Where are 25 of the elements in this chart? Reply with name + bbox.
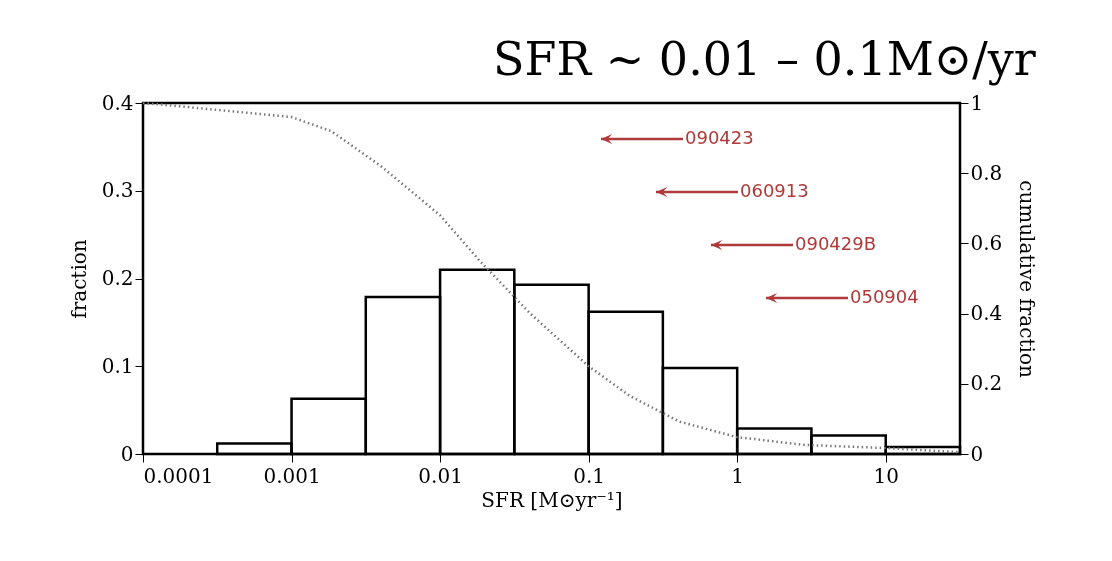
x-tick-label: 10: [873, 463, 899, 488]
x-tick-label: 0.0001: [143, 463, 214, 488]
x-axis-title: SFR [M⊙yr⁻¹]: [481, 487, 623, 512]
y2-axis-title: cumulative fraction: [1015, 180, 1040, 378]
y-tick-label: 0.2: [101, 266, 134, 290]
y2-tick-label: 1: [970, 90, 984, 115]
x-tick-label: 0.001: [263, 463, 321, 488]
y-tick-label: 0: [120, 441, 134, 466]
x-tick-label: 0.01: [418, 463, 463, 488]
y-tick-label: 0.4: [101, 90, 134, 115]
annotation: 050904: [850, 286, 919, 307]
y-tick-label: 0.3: [101, 178, 134, 203]
annotation: 060913: [740, 180, 809, 201]
x-tick-label: 0.1: [573, 463, 606, 488]
chart-title: SFR ∼ 0.01 – 0.1M⊙/yr: [493, 32, 1036, 86]
y2-tick-label: 0.8: [970, 160, 1003, 185]
y2-tick-label: 0.4: [970, 301, 1003, 326]
y2-tick-label: 0.2: [970, 371, 1003, 396]
annotation: 090429B: [795, 233, 877, 254]
annotation: 090423: [685, 127, 754, 148]
y-tick-label: 0.1: [101, 353, 134, 378]
x-tick-label: 1: [731, 463, 745, 488]
y2-tick-label: 0: [970, 441, 984, 466]
y2-tick-label: 0.6: [970, 230, 1003, 255]
y-axis-title: fraction: [66, 239, 91, 319]
